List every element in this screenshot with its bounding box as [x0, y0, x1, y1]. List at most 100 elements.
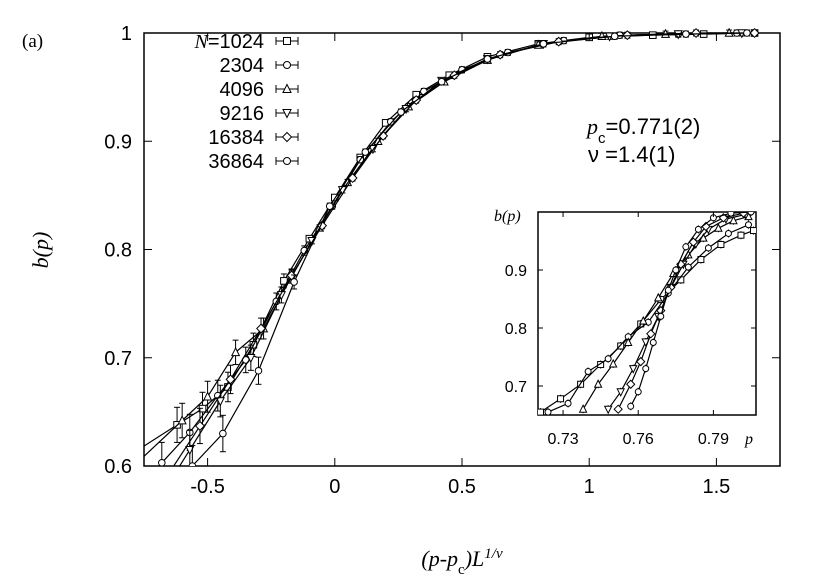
- inset-data-point: [613, 404, 623, 414]
- main-x-axis-label: (p-pc)L1/ν: [421, 546, 503, 578]
- main-series-line: [191, 32, 747, 466]
- main-data-point: [254, 366, 263, 375]
- inset-series-36864: [627, 212, 755, 411]
- inset-series-2304: [544, 220, 752, 415]
- inset-data-point: [704, 244, 712, 252]
- main-series-group: [144, 27, 760, 466]
- inset-data-point: [717, 240, 725, 248]
- main-data-point: [325, 202, 334, 210]
- main-y-tick-label: 0.7: [104, 348, 132, 370]
- inset-data-point: [657, 312, 665, 320]
- main-data-point: [749, 27, 760, 39]
- main-data-point: [610, 32, 619, 41]
- legend-swatch-marker: [283, 157, 291, 165]
- inset-x-tick-label: 0.73: [547, 431, 578, 448]
- main-x-tick-label: 0.5: [448, 476, 476, 498]
- inset-x-ticks: 0.73 0.76 0.79: [547, 212, 729, 448]
- main-data-point: [225, 374, 236, 385]
- nu-annotation: ν =1.4(1): [588, 142, 675, 167]
- panel-label: (a): [22, 31, 43, 52]
- main-data-point: [188, 462, 197, 466]
- inset-x-axis-label: p: [744, 431, 753, 448]
- main-series-4096: [144, 27, 734, 458]
- inset-data-point: [544, 408, 552, 415]
- inset-series-line: [607, 213, 747, 410]
- main-data-point: [691, 27, 702, 39]
- inset-y-axis-label: b(p): [494, 208, 521, 225]
- main-data-point: [437, 77, 446, 86]
- main-data-point: [230, 346, 241, 357]
- main-data-point: [386, 117, 395, 126]
- inset-data-point: [593, 379, 603, 388]
- inset-data-point: [738, 212, 749, 218]
- main-data-point: [495, 49, 506, 60]
- main-data-point: [290, 278, 298, 286]
- main-x-tick-label: -0.5: [190, 476, 224, 498]
- inset-data-point: [603, 405, 613, 415]
- inset-data-point: [653, 292, 663, 302]
- inset-data-point: [694, 225, 702, 233]
- inset-data-point: [744, 221, 752, 229]
- pc-annotation: pc=0.771(2): [585, 114, 700, 147]
- inset-data-point: [697, 256, 705, 264]
- inset-data-point: [584, 368, 592, 375]
- main-data-point: [682, 30, 690, 38]
- legend-swatch-marker: [281, 131, 293, 143]
- main-data-point: [185, 445, 195, 456]
- inset-chart: 0.73 0.76 0.79 0.7 0.8 0.9 b(p) p: [494, 208, 757, 448]
- legend-label: 2304: [220, 55, 265, 77]
- main-data-point: [215, 397, 225, 407]
- legend-label: N=1024: [193, 31, 264, 53]
- main-x-tick-label: 0: [329, 476, 340, 498]
- main-data-point: [483, 55, 492, 63]
- inset-data-point: [564, 399, 572, 407]
- inset-series-group: [538, 212, 756, 415]
- inset-data-point: [672, 266, 680, 274]
- main-x-tick-label: 1.5: [702, 476, 730, 498]
- main-series-16384: [172, 27, 760, 466]
- inset-data-point: [538, 408, 545, 415]
- main-data-point: [177, 415, 187, 425]
- main-data-point: [158, 458, 166, 466]
- inset-data-point: [608, 358, 618, 368]
- inset-y-tick-label: 0.9: [505, 263, 527, 280]
- legend-title: N: [193, 31, 209, 53]
- main-data-point: [622, 30, 633, 41]
- main-data-point: [194, 420, 205, 431]
- main-y-tick-label: 0.8: [104, 240, 132, 262]
- inset-data-point: [597, 361, 605, 369]
- inset-data-point: [623, 337, 633, 346]
- inset-y-tick-label: 0.7: [505, 379, 527, 396]
- inset-data-point: [616, 388, 625, 397]
- main-data-point: [256, 323, 267, 334]
- inset-data-point: [747, 212, 755, 216]
- inset-data-point: [729, 215, 738, 225]
- inset-data-point: [646, 329, 656, 339]
- main-series-1024: [144, 29, 759, 447]
- inset-data-point: [617, 342, 625, 350]
- main-y-tick-label: 1: [121, 23, 132, 45]
- legend-label: 36864: [208, 151, 264, 173]
- main-data-point: [539, 40, 548, 48]
- inset-data-point: [727, 212, 735, 217]
- main-x-ticks: -0.5 0 0.5 1 1.5: [190, 33, 730, 498]
- inset-data-point: [682, 243, 690, 251]
- inset-data-point: [628, 365, 638, 374]
- main-data-point: [397, 108, 405, 116]
- main-series-line: [144, 32, 755, 447]
- inset-series-16384: [613, 212, 749, 414]
- inset-data-point: [714, 223, 723, 232]
- main-y-tick-label: 0.6: [104, 456, 132, 478]
- inset-data-point: [737, 231, 745, 239]
- inset-data-point: [664, 286, 672, 294]
- legend-label: 16384: [208, 127, 264, 149]
- inset-x-tick-label: 0.79: [698, 431, 729, 448]
- inset-data-point: [627, 402, 635, 410]
- legend-swatch-marker: [282, 109, 292, 119]
- inset-data-point: [749, 227, 756, 235]
- inset-data-point: [557, 395, 565, 403]
- main-data-point: [219, 429, 227, 438]
